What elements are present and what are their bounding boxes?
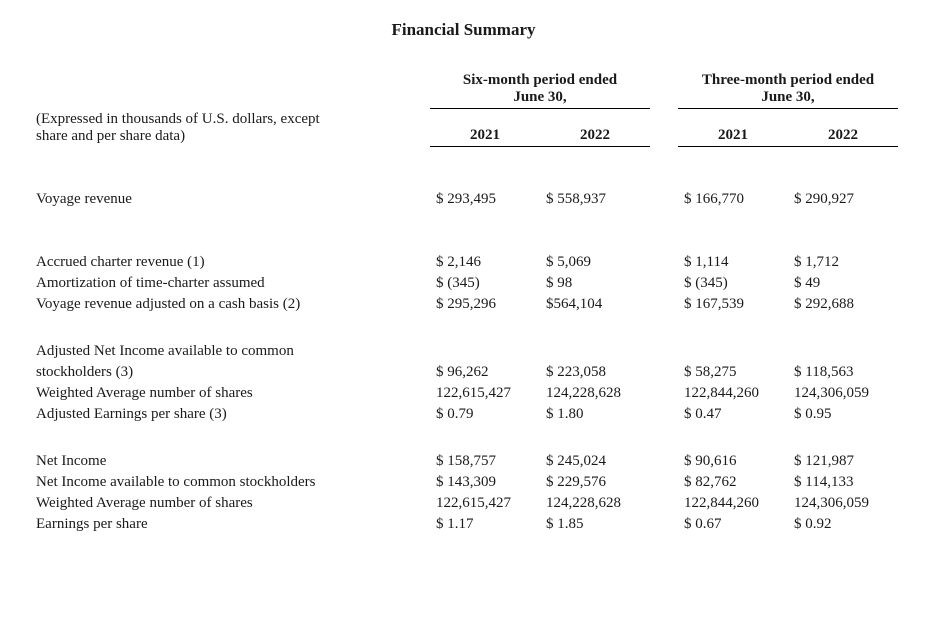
cell-value: $ (345) xyxy=(678,273,788,294)
cell-value: $ 114,133 xyxy=(788,472,898,493)
cell-value: $ 558,937 xyxy=(540,189,650,210)
cell-value: $ 167,539 xyxy=(678,294,788,315)
table-row: Earnings per share $ 1.17 $ 1.85 $ 0.67 … xyxy=(30,514,898,535)
row-label: Earnings per share xyxy=(30,514,430,535)
row-label: Weighted Average number of shares xyxy=(30,493,430,514)
year-2022-six: 2022 xyxy=(540,109,650,147)
cell-value: 122,844,260 xyxy=(678,383,788,404)
cell-value: $ 1,114 xyxy=(678,252,788,273)
three-month-header-l1: Three-month period ended xyxy=(702,72,874,88)
table-row: Adjusted Earnings per share (3) $ 0.79 $… xyxy=(30,404,898,425)
six-month-header: Six-month period ended June 30, xyxy=(430,70,650,109)
cell-value: $ 1,712 xyxy=(788,252,898,273)
cell-value: $ 0.67 xyxy=(678,514,788,535)
cell-value: 124,228,628 xyxy=(540,383,650,404)
year-2022-three: 2022 xyxy=(788,109,898,147)
table-row: Net Income $ 158,757 $ 245,024 $ 90,616 … xyxy=(30,451,898,472)
cell-value: $ 293,495 xyxy=(430,189,540,210)
cell-value: $ 90,616 xyxy=(678,451,788,472)
row-label: stockholders (3) xyxy=(30,362,430,383)
three-month-header: Three-month period ended June 30, xyxy=(678,70,898,109)
cell-value: 122,615,427 xyxy=(430,383,540,404)
cell-value: $ 292,688 xyxy=(788,294,898,315)
table-row: Weighted Average number of shares 122,61… xyxy=(30,383,898,404)
table-row: Adjusted Net Income available to common xyxy=(30,341,898,362)
cell-value: $ 96,262 xyxy=(430,362,540,383)
cell-value: $ 0.47 xyxy=(678,404,788,425)
cell-value: $ 58,275 xyxy=(678,362,788,383)
cell-value: $ 0.95 xyxy=(788,404,898,425)
table-row: Weighted Average number of shares 122,61… xyxy=(30,493,898,514)
table-row: Amortization of time-charter assumed $ (… xyxy=(30,273,898,294)
page-title: Financial Summary xyxy=(30,20,897,40)
cell-value: 124,306,059 xyxy=(788,493,898,514)
cell-value: $ 158,757 xyxy=(430,451,540,472)
row-label: Net Income available to common stockhold… xyxy=(30,472,430,493)
cell-value: $ 143,309 xyxy=(430,472,540,493)
cell-value: $ 121,987 xyxy=(788,451,898,472)
six-month-header-l2: June 30, xyxy=(513,89,566,105)
three-month-header-l2: June 30, xyxy=(761,89,814,105)
financial-table: Six-month period ended June 30, Three-mo… xyxy=(30,70,898,535)
cell-value: $ 1.85 xyxy=(540,514,650,535)
cell-value: $ 290,927 xyxy=(788,189,898,210)
subtitle-l2: share and per share data) xyxy=(36,128,185,144)
cell-value: $ 82,762 xyxy=(678,472,788,493)
cell-value: 124,306,059 xyxy=(788,383,898,404)
table-row: Net Income available to common stockhold… xyxy=(30,472,898,493)
cell-value: $564,104 xyxy=(540,294,650,315)
cell-value: $ 0.79 xyxy=(430,404,540,425)
cell-value: 122,844,260 xyxy=(678,493,788,514)
cell-value: $ (345) xyxy=(430,273,540,294)
subtitle: (Expressed in thousands of U.S. dollars,… xyxy=(30,109,430,147)
table-row: Accrued charter revenue (1) $ 2,146 $ 5,… xyxy=(30,252,898,273)
table-row: Voyage revenue adjusted on a cash basis … xyxy=(30,294,898,315)
row-label: Net Income xyxy=(30,451,430,472)
cell-value: $ 98 xyxy=(540,273,650,294)
cell-value: 122,615,427 xyxy=(430,493,540,514)
cell-value: $ 1.17 xyxy=(430,514,540,535)
cell-value: $ 245,024 xyxy=(540,451,650,472)
row-label: Adjusted Earnings per share (3) xyxy=(30,404,430,425)
cell-value: 124,228,628 xyxy=(540,493,650,514)
row-label: Adjusted Net Income available to common xyxy=(30,341,430,362)
cell-value: $ 295,296 xyxy=(430,294,540,315)
cell-value: $ 229,576 xyxy=(540,472,650,493)
year-2021-six: 2021 xyxy=(430,109,540,147)
cell-value: $ 0.92 xyxy=(788,514,898,535)
cell-value: $ 166,770 xyxy=(678,189,788,210)
year-2021-three: 2021 xyxy=(678,109,788,147)
row-label: Amortization of time-charter assumed xyxy=(30,273,430,294)
row-label: Voyage revenue adjusted on a cash basis … xyxy=(30,294,430,315)
row-label: Voyage revenue xyxy=(30,189,430,210)
subtitle-l1: (Expressed in thousands of U.S. dollars,… xyxy=(36,111,320,127)
cell-value: $ 49 xyxy=(788,273,898,294)
table-row: stockholders (3) $ 96,262 $ 223,058 $ 58… xyxy=(30,362,898,383)
cell-value: $ 118,563 xyxy=(788,362,898,383)
cell-value: $ 223,058 xyxy=(540,362,650,383)
cell-value: $ 2,146 xyxy=(430,252,540,273)
row-label: Accrued charter revenue (1) xyxy=(30,252,430,273)
table-row: Voyage revenue $ 293,495 $ 558,937 $ 166… xyxy=(30,189,898,210)
six-month-header-l1: Six-month period ended xyxy=(463,72,617,88)
cell-value: $ 5,069 xyxy=(540,252,650,273)
cell-value: $ 1.80 xyxy=(540,404,650,425)
row-label: Weighted Average number of shares xyxy=(30,383,430,404)
